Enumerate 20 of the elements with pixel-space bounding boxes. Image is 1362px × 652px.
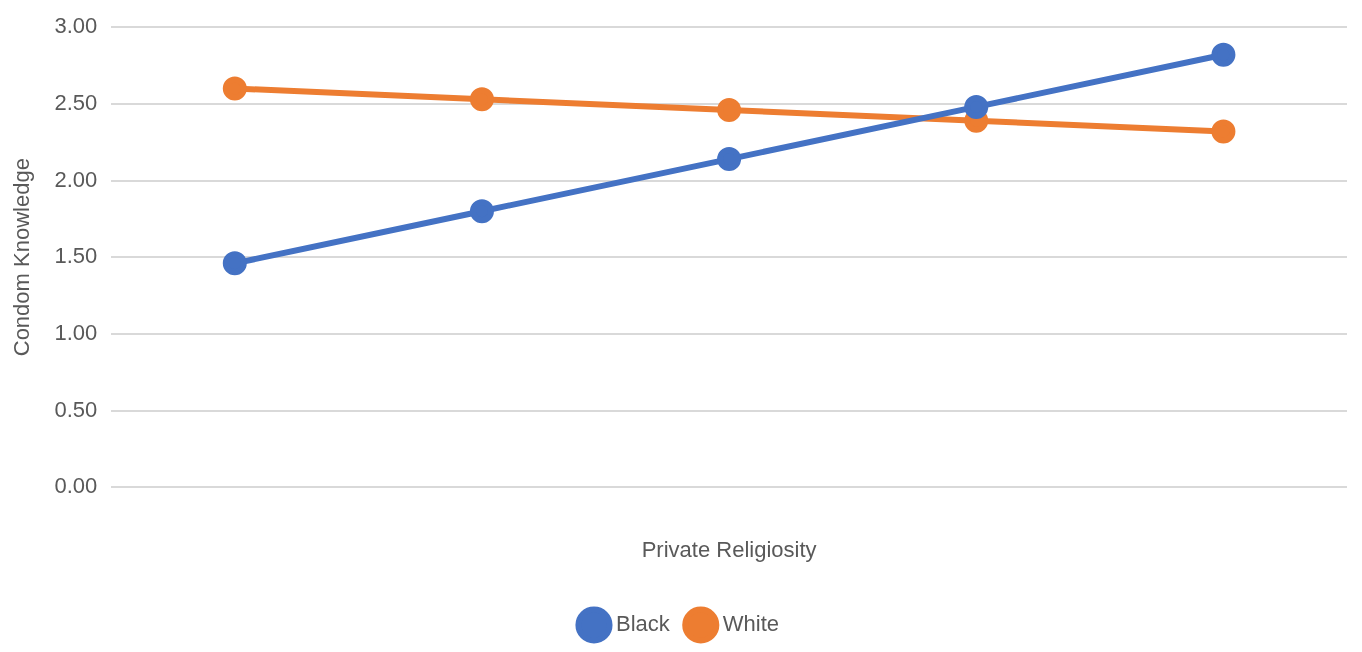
point — [964, 94, 989, 119]
y-tick-label: 2.50 — [54, 89, 98, 115]
point — [1211, 119, 1236, 144]
point — [469, 87, 494, 112]
point — [1211, 42, 1236, 67]
legend-label: Black — [615, 611, 671, 637]
y-tick-label: 1.00 — [54, 319, 98, 345]
y-tick-label: 3.00 — [54, 13, 98, 39]
point — [717, 147, 742, 172]
y-axis-title: Condom Knowledge — [9, 158, 35, 357]
point — [222, 76, 247, 101]
y-tick-label: 2.00 — [54, 166, 98, 192]
point — [717, 98, 742, 122]
x-axis-title: Private Religiosity — [641, 536, 817, 562]
point — [222, 251, 247, 276]
y-tick-label: 0.50 — [54, 396, 98, 422]
point — [469, 199, 494, 224]
legend-label: White — [722, 611, 780, 637]
y-tick-label: 0.00 — [54, 473, 98, 499]
y-tick-label: 1.50 — [54, 243, 98, 269]
